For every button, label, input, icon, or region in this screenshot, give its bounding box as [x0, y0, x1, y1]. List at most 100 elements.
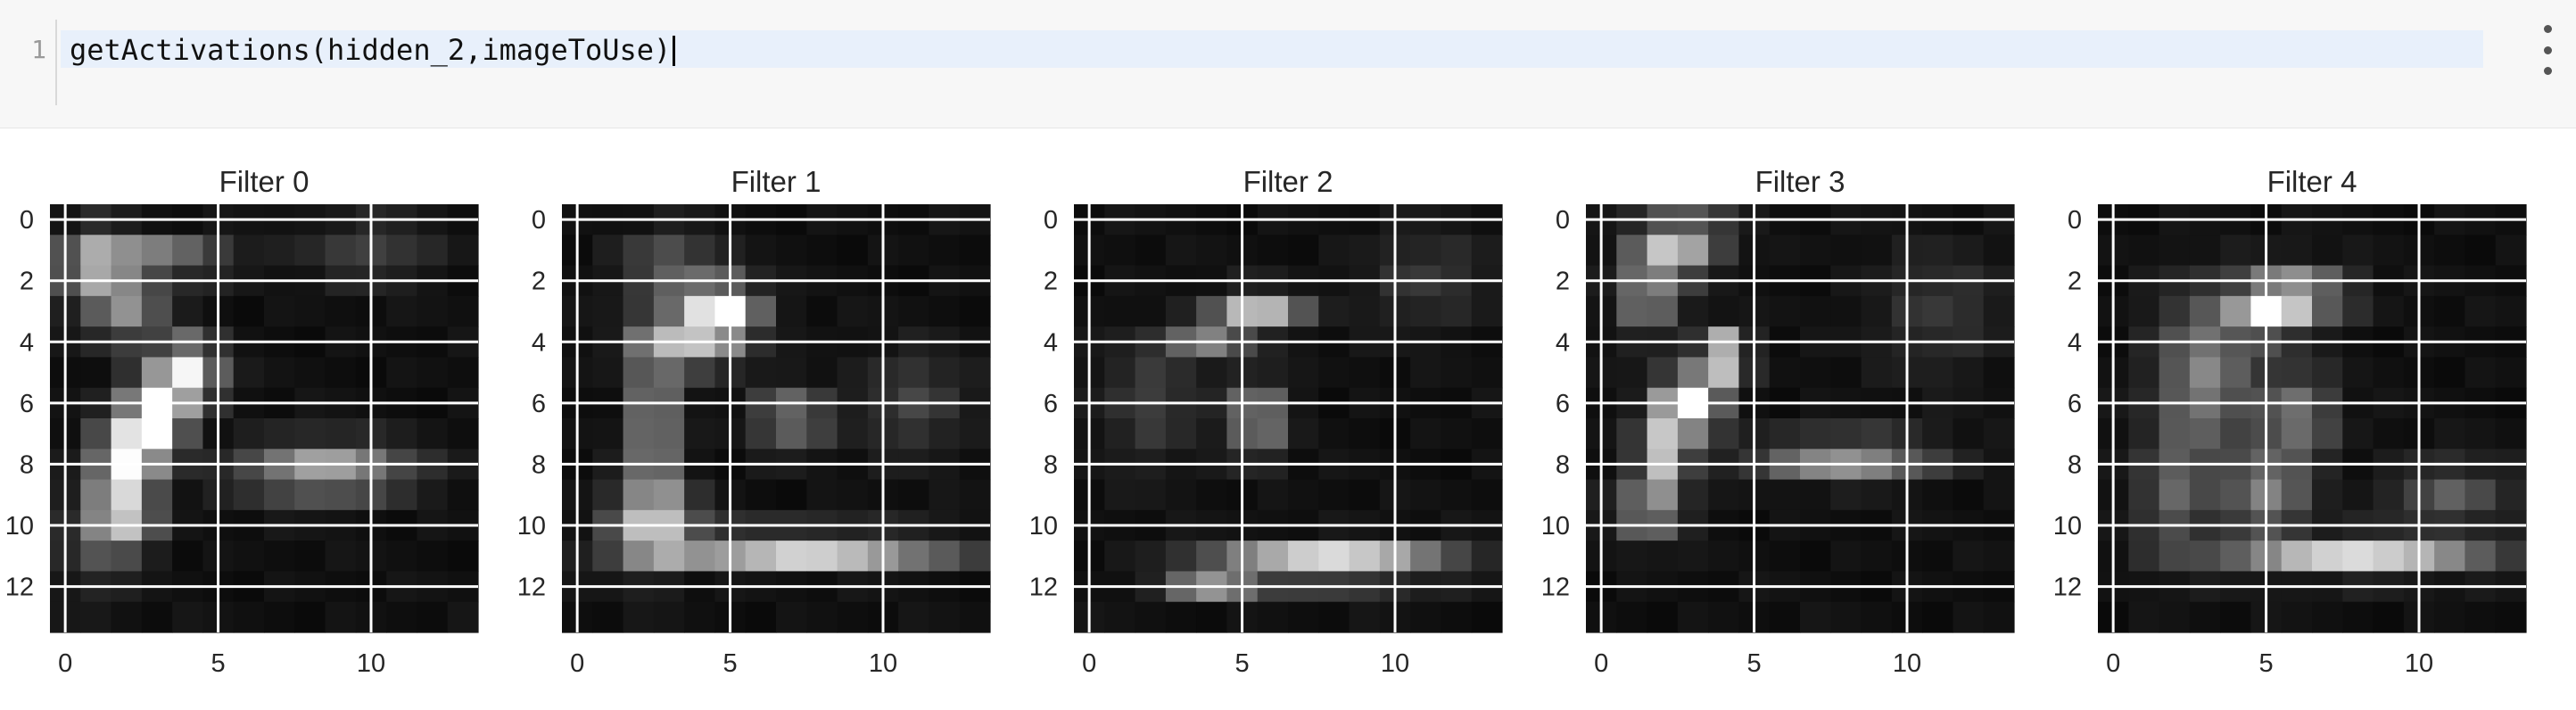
heatmap-cell: [592, 235, 624, 267]
heatmap-cell: [264, 418, 295, 450]
y-tick-label: 10: [5, 512, 34, 541]
heatmap-cell: [1922, 479, 1954, 511]
heatmap-cell: [1104, 295, 1136, 327]
heatmap-cell: [653, 418, 685, 450]
heatmap-cell: [1257, 601, 1289, 633]
heatmap-cell: [1800, 235, 1831, 267]
code-text: getActivations(hidden_2,imageToUse): [70, 33, 672, 67]
heatmap-cell: [141, 479, 173, 511]
heatmap-cell: [1830, 601, 1862, 633]
heatmap-cell: [1861, 235, 1893, 267]
heatmap-cell: [1410, 235, 1442, 267]
heatmap-cell: [2465, 479, 2497, 511]
x-tick-label: 0: [1082, 649, 1096, 678]
heatmap-cell: [2281, 418, 2313, 450]
heatmap-cell: [111, 479, 143, 511]
heatmap-cell: [264, 295, 295, 327]
heatmap-cell: [325, 235, 357, 267]
heatmap-cell: [1922, 601, 1954, 633]
heatmap-cell: [1677, 295, 1709, 327]
heatmap-cell: [325, 601, 357, 633]
heatmap-cell: [233, 357, 265, 389]
heatmap-cell: [806, 418, 838, 450]
heatmap-cell: [959, 235, 991, 267]
y-tick-label: 12: [1541, 574, 1570, 602]
y-tick-label: 6: [2068, 390, 2082, 418]
heatmap-cell: [417, 295, 449, 327]
y-tick-label: 0: [2068, 206, 2082, 235]
heatmap-cell: [1983, 295, 2015, 327]
code-editor-line[interactable]: getActivations(hidden_2,imageToUse): [70, 32, 676, 68]
plot-2: Filter 2 0 5 10 0 2 4 6 8 10 12: [1029, 165, 1503, 678]
heatmap-cell: [1922, 235, 1954, 267]
heatmap-cell: [1800, 418, 1831, 450]
heatmap-cell: [2128, 357, 2160, 389]
y-tick-label: 6: [532, 390, 546, 418]
heatmap-cell: [1165, 541, 1197, 573]
heatmap-cell: [2373, 541, 2405, 573]
heatmap-cell: [325, 357, 357, 389]
heatmap-cell: [1861, 295, 1893, 327]
heatmap-cell: [1196, 357, 1228, 389]
heatmap-cell: [776, 479, 807, 511]
plot-title: Filter 4: [2267, 165, 2357, 198]
heatmap-cell: [1318, 479, 1350, 511]
y-tick-label: 10: [2053, 512, 2082, 541]
heatmap-cell: [1861, 479, 1893, 511]
heatmap-cell: [172, 295, 204, 327]
heatmap-cell: [653, 357, 685, 389]
heatmap-cell: [1196, 295, 1228, 327]
heatmap-cell: [2495, 418, 2527, 450]
heatmap-cell: [1861, 601, 1893, 633]
heatmap-cell: [1769, 357, 1801, 389]
x-tick-label: 0: [570, 649, 584, 678]
heatmap-cell: [2159, 601, 2191, 633]
heatmap-cell: [1616, 541, 1648, 573]
y-tick-label: 6: [1556, 390, 1570, 418]
heatmap-cell: [592, 295, 624, 327]
heatmap-cell: [294, 601, 326, 633]
x-tick-label: 10: [357, 649, 385, 678]
heatmap-cell: [1708, 357, 1740, 389]
heatmap-cell: [1647, 601, 1679, 633]
heatmap-cell: [1616, 357, 1648, 389]
heatmap-cell: [1647, 295, 1679, 327]
heatmap-cell: [1983, 357, 2015, 389]
heatmap-cell: [417, 541, 449, 573]
heatmap-cell: [141, 601, 173, 633]
y-tick-label: 8: [1044, 450, 1058, 479]
heatmap-cell: [1830, 418, 1862, 450]
y-tick-label: 12: [517, 574, 546, 602]
heatmap-cell: [325, 418, 357, 450]
heatmap-cell: [2465, 357, 2497, 389]
heatmap-cell: [172, 357, 204, 389]
heatmap-cell: [172, 418, 204, 450]
heatmap-cell: [1165, 357, 1197, 389]
heatmap-cell: [745, 541, 777, 573]
menu-dot: [2543, 25, 2552, 33]
plot-0: Filter 0 0 5 10 0 2 4 6 8 10 12: [5, 165, 479, 678]
heatmap-cell: [1708, 235, 1740, 267]
heatmap-cell: [1983, 541, 2015, 573]
heatmap-cell: [1861, 418, 1893, 450]
plot-title: Filter 0: [219, 165, 310, 198]
y-tick-label: 4: [1044, 328, 1058, 357]
heatmap-cell: [1257, 418, 1289, 450]
heatmap-cell: [898, 601, 930, 633]
heatmap-cell: [386, 235, 418, 267]
heatmap-cell: [2220, 418, 2252, 450]
heatmap-cell: [1196, 479, 1228, 511]
heatmap-cell: [1983, 418, 2015, 450]
vertical-ellipsis-icon[interactable]: [2535, 25, 2560, 75]
x-tick-label: 10: [1893, 649, 1921, 678]
heatmap-cell: [1769, 235, 1801, 267]
heatmap-cell: [386, 601, 418, 633]
code-cell[interactable]: 1 getActivations(hidden_2,imageToUse): [0, 0, 2576, 128]
heatmap-cell: [1135, 235, 1167, 267]
heatmap-cell: [929, 479, 961, 511]
heatmap-cell: [1196, 235, 1228, 267]
heatmap-cell: [1708, 601, 1740, 633]
heatmap-cell: [1953, 295, 1985, 327]
heatmap-cell: [1349, 295, 1381, 327]
heatmap-cell: [2434, 479, 2466, 511]
